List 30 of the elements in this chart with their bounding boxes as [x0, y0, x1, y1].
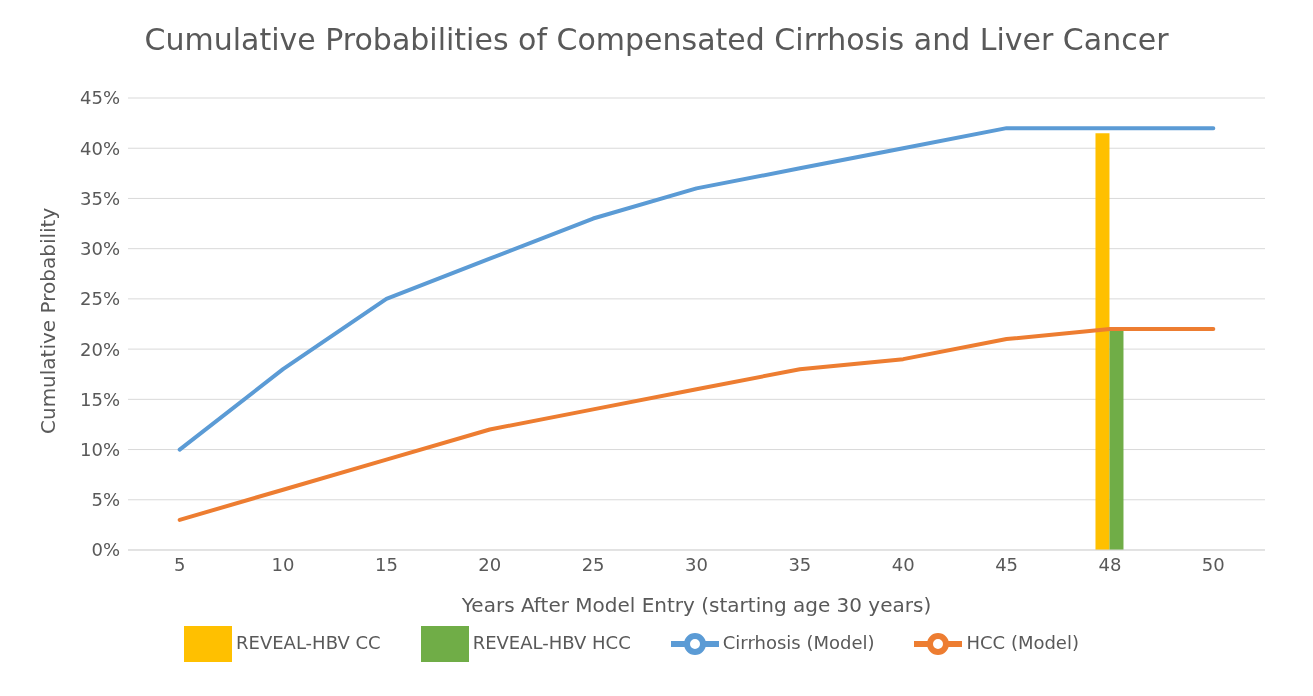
legend-label: Cirrhosis (Model): [722, 632, 875, 653]
y-tick-label: 45%: [79, 87, 120, 109]
chart-title: Cumulative Probabilities of Compensated Cirrhosis and Liver Cancer: [143, 21, 1170, 59]
y-tick-label: 20%: [79, 338, 120, 360]
y-tick-label: 0%: [91, 539, 120, 561]
x-tick-label: 30: [685, 553, 708, 575]
y-tick-label: 10%: [79, 438, 120, 460]
y-tick-label: 30%: [79, 238, 120, 260]
legend-label: REVEAL-HBV HCC: [472, 632, 631, 653]
y-tick-label: 25%: [79, 288, 120, 310]
x-tick-label: 20: [478, 553, 502, 575]
x-tick-label: 40: [891, 553, 915, 575]
legend-label: HCC (Model): [966, 632, 1079, 653]
x-tick-label: 45: [995, 553, 1019, 575]
x-axis-title: Years After Model Entry (starting age 30 years): [460, 593, 932, 617]
legend-label: REVEAL-HBV CC: [236, 632, 381, 653]
y-tick-label: 40%: [79, 137, 120, 159]
y-tick-label: 5%: [91, 489, 120, 511]
y-tick-label: 15%: [79, 388, 120, 410]
x-tick-label: 15: [374, 553, 398, 575]
y-tick-label: 35%: [79, 187, 120, 209]
line-series: [177, 126, 1216, 452]
x-tick-label: 25: [581, 553, 605, 575]
x-tick-label: 5: [173, 553, 186, 575]
x-tick-label: 10: [271, 553, 295, 575]
y-axis-title: Cumulative Probability: [36, 207, 61, 434]
x-tick-label: 35: [788, 553, 812, 575]
line-series: [177, 327, 1216, 522]
x-tick-label: 48: [1098, 553, 1122, 575]
x-tick-label: 50: [1201, 553, 1225, 575]
